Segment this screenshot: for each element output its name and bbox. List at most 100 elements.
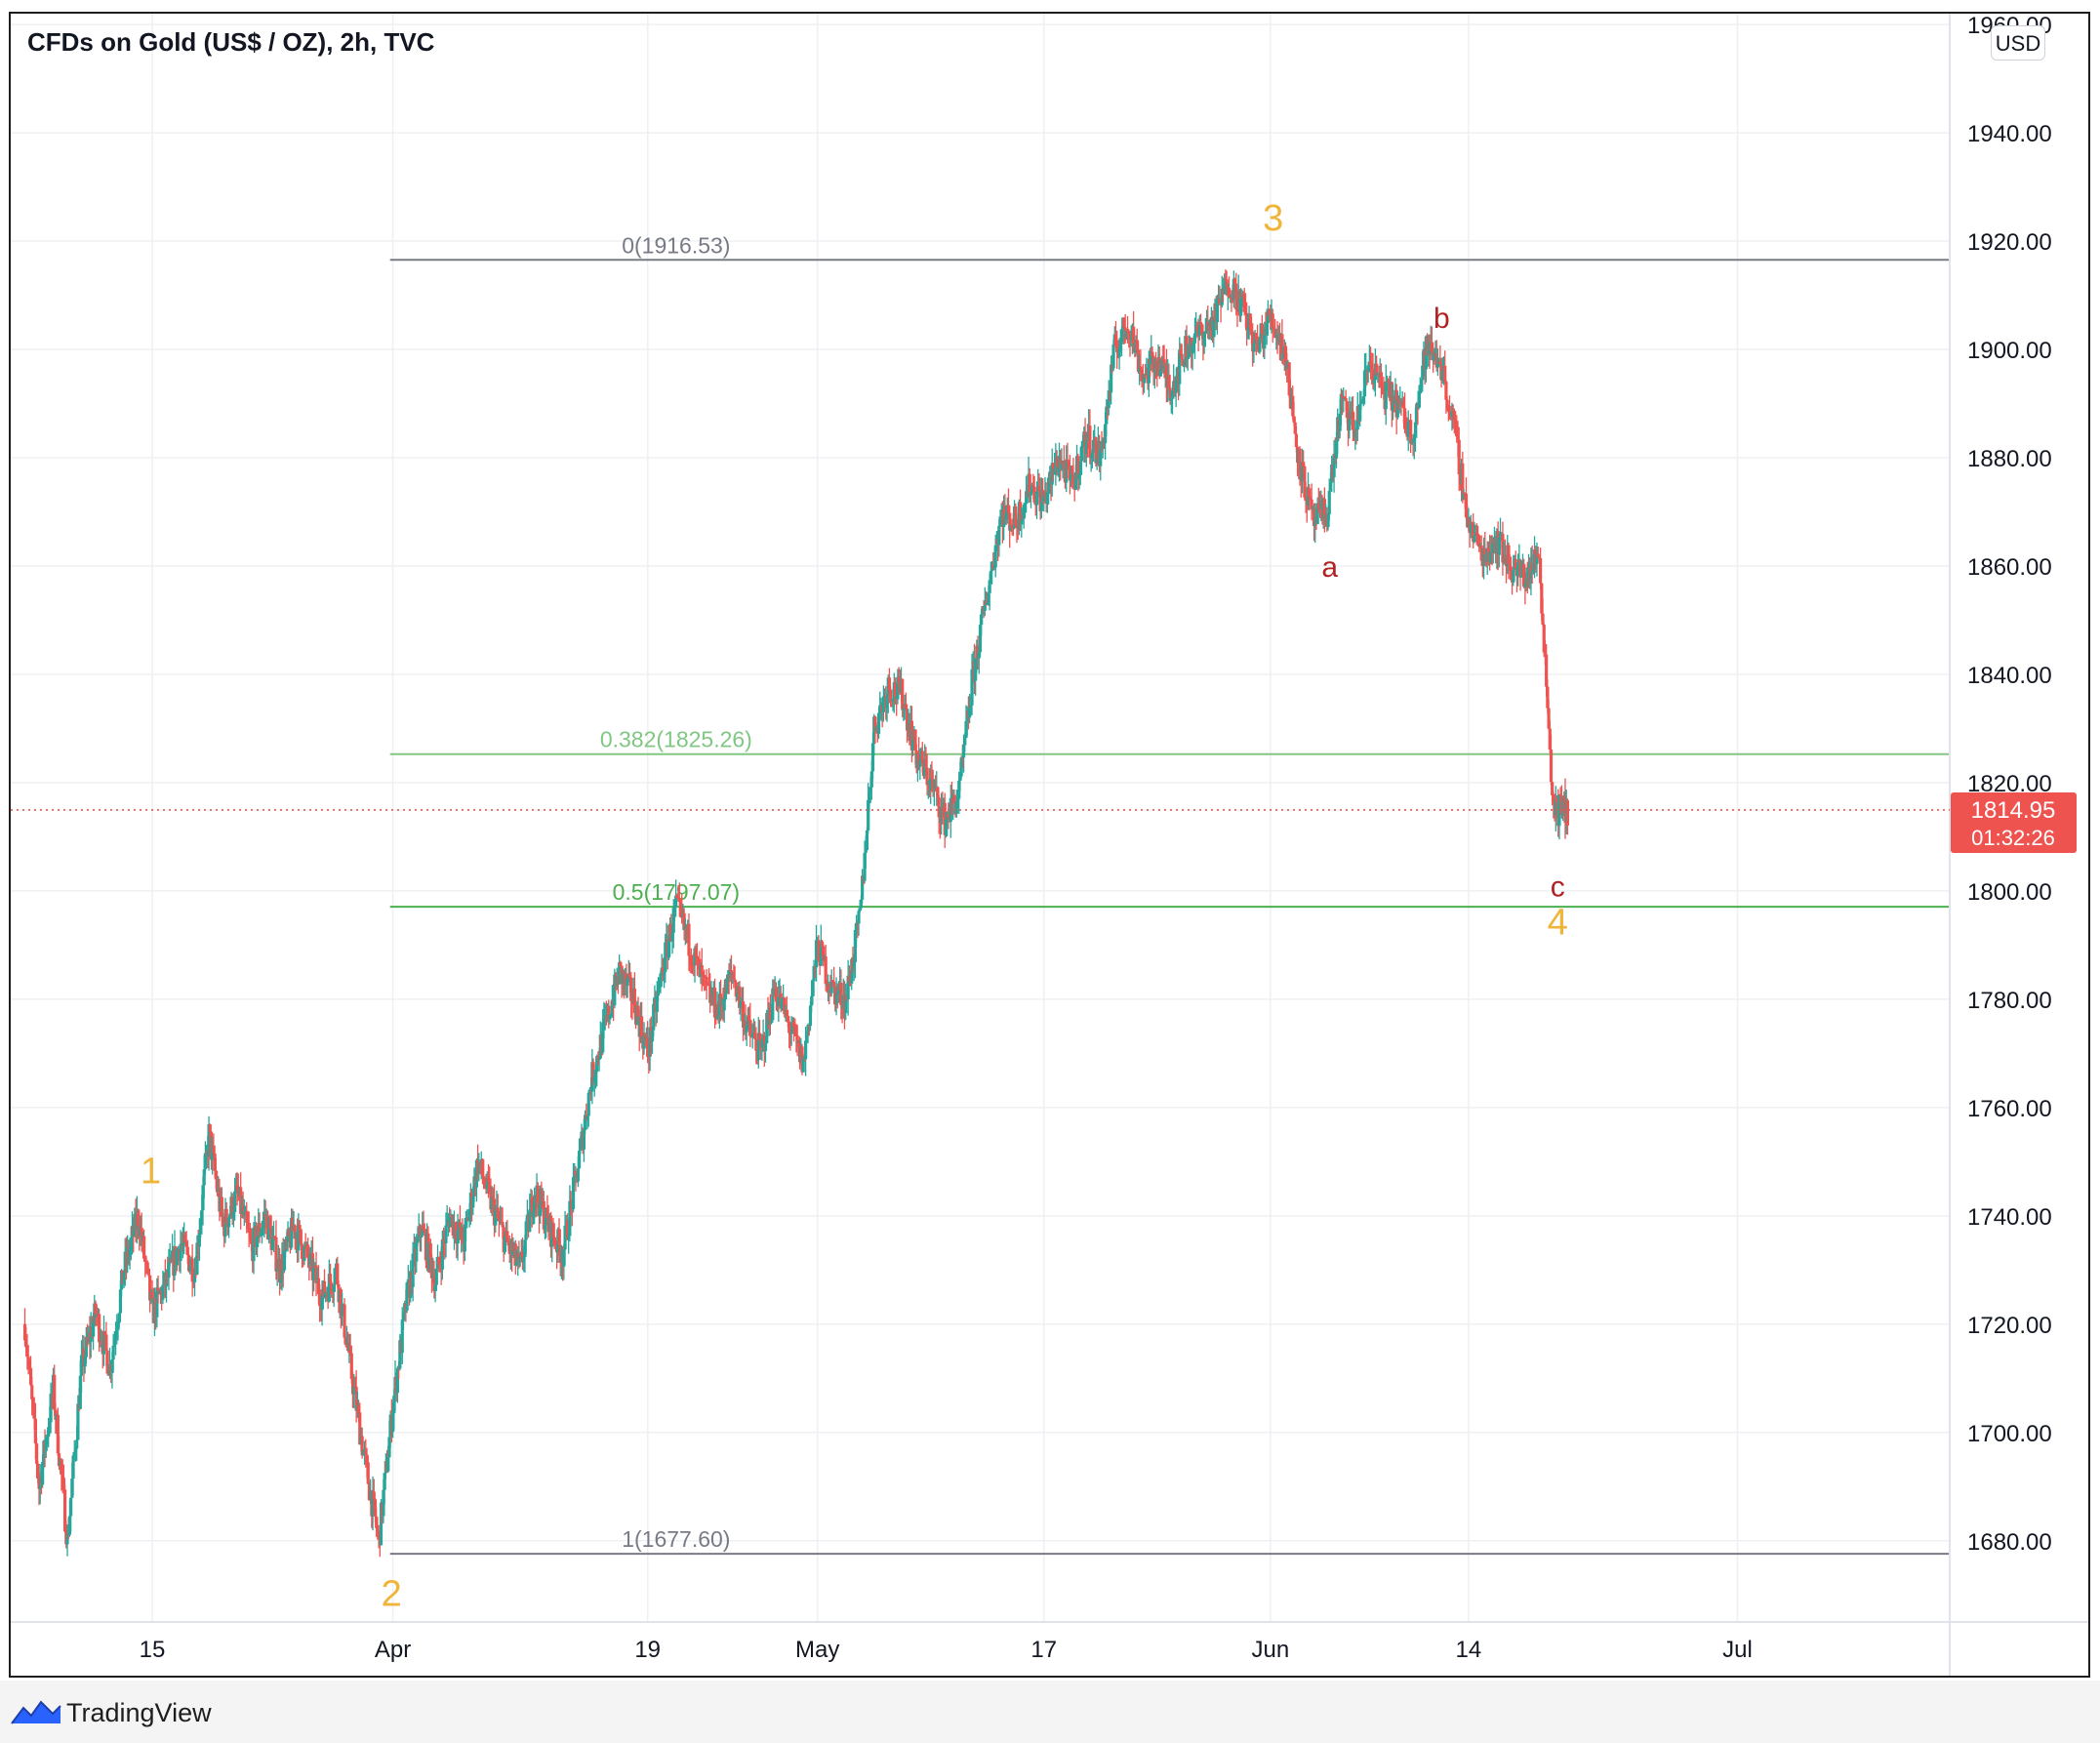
candle-body [490, 1196, 494, 1210]
candle-body [885, 696, 889, 709]
candle-body [1464, 493, 1469, 518]
candle-body [464, 1219, 468, 1225]
candle-body [418, 1226, 422, 1237]
candle-body [920, 750, 924, 763]
candle-body [647, 1056, 651, 1058]
candle-body [211, 1147, 215, 1160]
candle-body [101, 1331, 106, 1355]
candle-body [567, 1236, 571, 1239]
candle-body [1554, 799, 1557, 816]
candle-body [974, 658, 978, 681]
candle-body [1306, 488, 1311, 507]
candle-body [858, 908, 862, 912]
candle-body [669, 923, 673, 941]
fibonacci-retracement[interactable]: 0(1916.53)0.382(1825.26)0.5(1797.07)1(16… [389, 232, 1950, 1556]
candle-body [670, 932, 674, 941]
tradingview-brand[interactable]: TradingView [66, 1698, 212, 1727]
candle-body [1452, 412, 1456, 421]
candle-body [270, 1238, 274, 1250]
candle-body [483, 1181, 487, 1188]
candle-body [245, 1210, 249, 1223]
candle-body [324, 1293, 328, 1298]
currency-button[interactable]: USD [1991, 25, 2045, 61]
candle-body [226, 1217, 231, 1228]
candle-body [791, 1022, 796, 1027]
x-tick-label: 19 [634, 1637, 661, 1663]
candle-body [267, 1218, 271, 1239]
candle-body [1339, 393, 1343, 414]
candle-body [505, 1231, 509, 1242]
candle-body [562, 1249, 566, 1267]
candle-body [1283, 345, 1288, 362]
candle-body [689, 957, 693, 965]
candle-body [53, 1374, 57, 1410]
candle-body [305, 1244, 310, 1258]
candle-body [783, 997, 787, 1015]
candle-body [829, 980, 833, 993]
candle-body [847, 975, 851, 982]
candle-body [666, 941, 671, 958]
candle-body [1497, 537, 1501, 555]
candle-body [795, 1034, 799, 1043]
candle-body [707, 983, 711, 986]
candle-body [591, 1062, 595, 1082]
candle-body [395, 1367, 400, 1394]
candle-body [960, 757, 964, 759]
candle-body [980, 614, 984, 626]
candle-body [904, 704, 908, 709]
candle-body [233, 1191, 237, 1212]
candle-body [215, 1179, 220, 1193]
candle-body [726, 974, 730, 994]
candle-body [92, 1322, 96, 1337]
candle-body [118, 1289, 123, 1314]
candle-body [661, 967, 665, 976]
candle-body [1395, 400, 1399, 418]
candle-body [79, 1355, 84, 1376]
candle-body [1361, 396, 1365, 402]
chart-title[interactable]: CFDs on Gold (US$ / OZ), 2h, TVC [27, 27, 435, 57]
candle-body [1519, 576, 1523, 578]
candle-body [143, 1258, 147, 1262]
candle-body [836, 991, 841, 994]
candle-body [887, 677, 892, 690]
candle-body [728, 970, 732, 979]
candle-body [1107, 390, 1111, 409]
candle-body [1037, 485, 1041, 492]
candle-body [1245, 312, 1249, 331]
candle-body [150, 1292, 154, 1299]
candle-body [372, 1491, 376, 1500]
candle-body [530, 1196, 534, 1218]
candle-body [1234, 283, 1238, 310]
candle-body [1009, 525, 1013, 531]
candle-body [753, 1032, 757, 1039]
candle-body [316, 1277, 321, 1295]
candle-body [1115, 345, 1119, 353]
candle-body [1343, 396, 1347, 399]
candle-body [1462, 493, 1466, 500]
candle-body [128, 1247, 132, 1257]
y-tick-label: 1860.00 [1967, 554, 2052, 581]
candle-body [738, 986, 742, 1007]
candle-body [330, 1282, 334, 1291]
candle-body [421, 1224, 424, 1236]
candle-body [528, 1209, 532, 1233]
candle-body [284, 1238, 288, 1252]
candle-body [1081, 445, 1085, 448]
candle-body [1071, 473, 1075, 483]
candle-body [986, 603, 989, 605]
candle-body [148, 1275, 152, 1301]
candle-body [1227, 287, 1232, 298]
candle-body [1225, 279, 1229, 296]
candle-body [28, 1367, 33, 1386]
candle-body [705, 976, 708, 984]
candle-body [997, 525, 1001, 546]
candle-body [563, 1225, 567, 1250]
candle-body [1047, 477, 1051, 493]
candle-body [494, 1210, 498, 1226]
candle-body [449, 1217, 453, 1228]
tradingview-logo-icon[interactable] [10, 1694, 62, 1727]
candle-body [640, 1016, 644, 1037]
candle-body [1053, 468, 1057, 475]
candle-body [958, 776, 962, 781]
